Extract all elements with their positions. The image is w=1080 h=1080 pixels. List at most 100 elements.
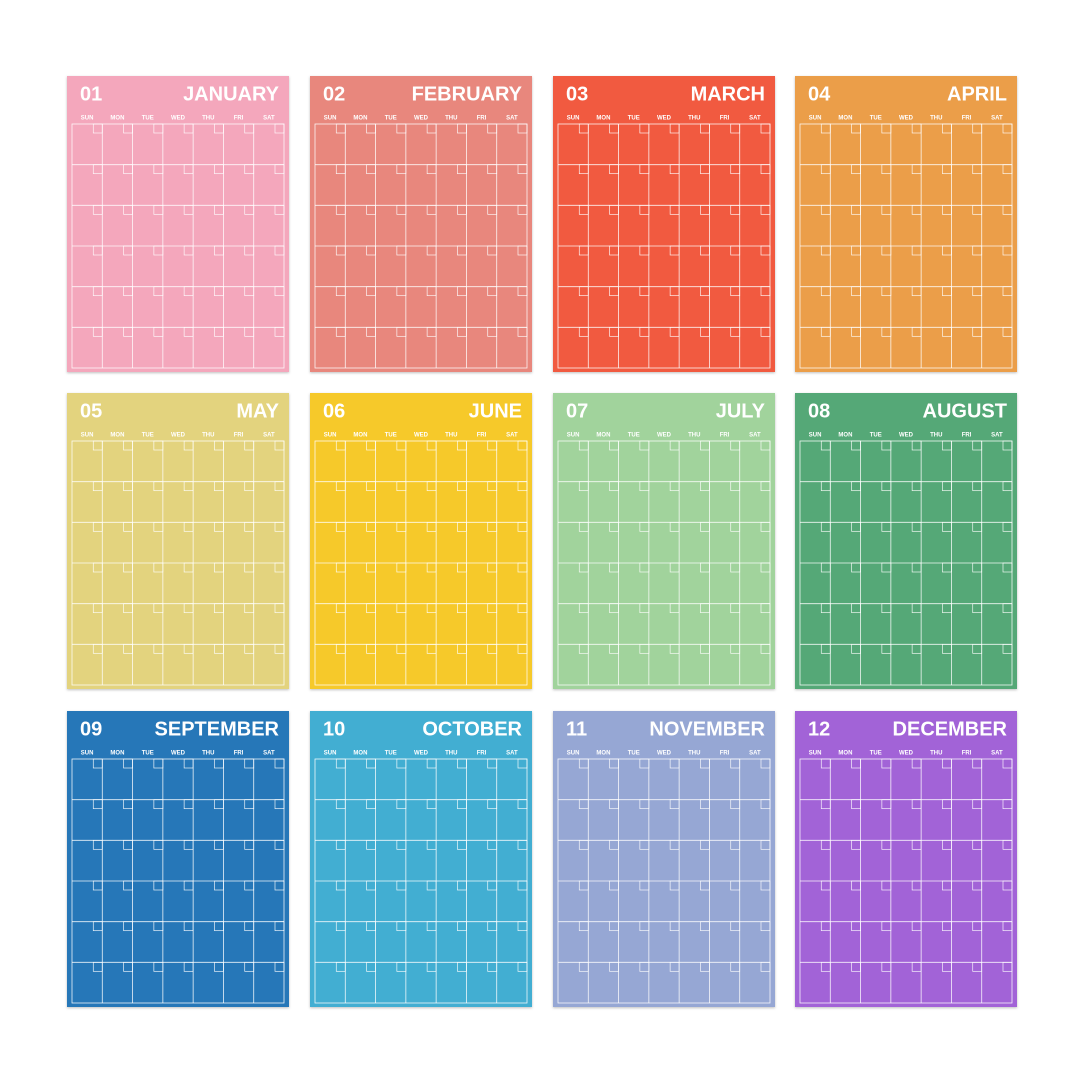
date-box (972, 643, 983, 654)
date-box (669, 603, 680, 614)
date-box (700, 839, 710, 850)
date-box (972, 880, 983, 891)
date-box (881, 204, 892, 215)
date-box (426, 245, 437, 256)
date-box (396, 961, 407, 972)
date-box (881, 164, 892, 175)
month-card: 05 MAY SUN MON TUE WED THU FRI SAT (67, 393, 289, 689)
card-background (553, 711, 775, 1007)
date-box (244, 921, 255, 932)
card-background (67, 76, 289, 372)
date-box (609, 799, 619, 810)
date-box (517, 799, 528, 810)
date-box (92, 245, 103, 256)
date-box (426, 123, 437, 134)
date-box (972, 758, 983, 769)
date-box (487, 562, 498, 573)
date-box (639, 245, 650, 256)
date-box (426, 562, 437, 573)
date-box (92, 164, 103, 175)
date-box (700, 440, 710, 451)
date-box (426, 603, 437, 614)
date-box (609, 481, 619, 492)
date-box (244, 521, 255, 532)
date-box (366, 880, 376, 891)
weekday-label: SAT (991, 433, 1003, 439)
date-box (92, 440, 103, 451)
date-box (366, 921, 376, 932)
date-box (214, 326, 224, 337)
date-box (700, 164, 710, 175)
date-box (244, 562, 255, 573)
date-box (639, 758, 650, 769)
date-box (730, 204, 741, 215)
date-box (669, 245, 680, 256)
weekday-label: THU (445, 116, 457, 122)
date-box (123, 880, 133, 891)
weekday-label: TUE (870, 433, 882, 439)
weekday-label: FRI (477, 751, 487, 757)
month-name: SEPTEMBER (155, 718, 280, 740)
date-box (700, 961, 710, 972)
weekday-label: WED (171, 433, 186, 439)
date-box (851, 521, 861, 532)
weekday-label: TUE (628, 116, 640, 122)
date-box (366, 286, 376, 297)
date-box (274, 286, 285, 297)
weekday-label: WED (899, 751, 914, 757)
date-box (851, 758, 861, 769)
date-box (578, 286, 589, 297)
date-box (517, 758, 528, 769)
month-name: OCTOBER (422, 718, 522, 740)
month-card: 08 AUGUST SUN MON TUE WED THU FRI SAT (795, 393, 1017, 689)
date-box (517, 562, 528, 573)
date-box (639, 204, 650, 215)
date-box (366, 643, 376, 654)
date-box (92, 880, 103, 891)
date-box (911, 164, 922, 175)
date-box (244, 961, 255, 972)
date-box (1002, 603, 1013, 614)
date-box (700, 481, 710, 492)
card-background (553, 393, 775, 689)
weekday-label: WED (657, 116, 672, 122)
weekday-label: WED (899, 116, 914, 122)
date-box (183, 204, 194, 215)
date-box (578, 204, 589, 215)
date-box (366, 164, 376, 175)
date-box (214, 204, 224, 215)
date-box (669, 758, 680, 769)
date-box (153, 799, 164, 810)
date-box (274, 799, 285, 810)
date-box (609, 562, 619, 573)
date-box (700, 921, 710, 932)
date-box (881, 245, 892, 256)
date-box (669, 961, 680, 972)
date-box (972, 521, 983, 532)
weekday-label: SUN (81, 116, 94, 122)
date-box (700, 286, 710, 297)
date-box (244, 799, 255, 810)
date-box (457, 921, 467, 932)
date-box (911, 521, 922, 532)
date-box (700, 326, 710, 337)
date-box (153, 245, 164, 256)
date-box (972, 961, 983, 972)
date-box (942, 440, 952, 451)
date-box (942, 286, 952, 297)
date-box (669, 440, 680, 451)
date-box (730, 164, 741, 175)
date-box (820, 326, 831, 337)
date-box (578, 123, 589, 134)
date-box (578, 643, 589, 654)
date-box (881, 643, 892, 654)
date-box (639, 562, 650, 573)
date-box (820, 562, 831, 573)
date-box (487, 440, 498, 451)
date-box (911, 286, 922, 297)
date-box (183, 961, 194, 972)
month-name: APRIL (947, 83, 1007, 105)
weekday-label: THU (445, 751, 457, 757)
date-box (457, 481, 467, 492)
date-box (578, 326, 589, 337)
